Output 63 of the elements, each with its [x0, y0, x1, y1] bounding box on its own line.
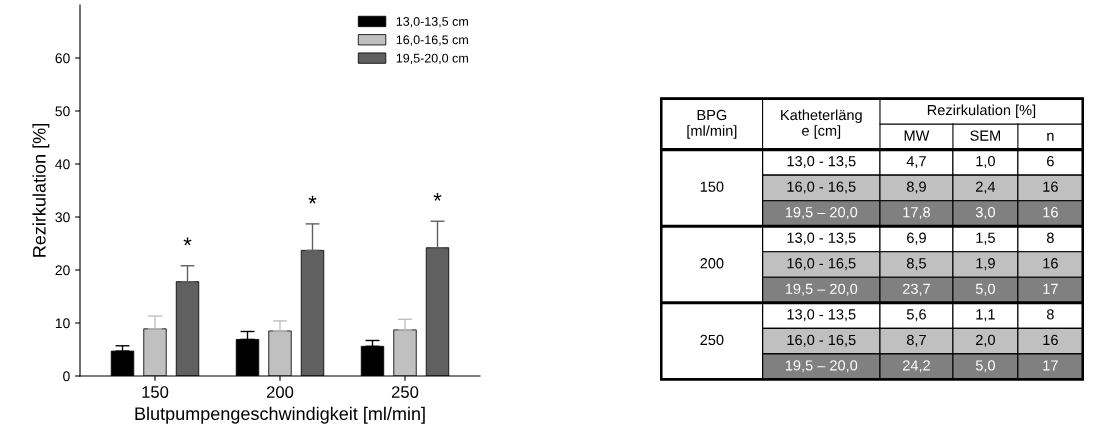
- x-tick-label: 150: [142, 386, 169, 398]
- y-tick-label: 10: [55, 318, 70, 329]
- text: 8: [1046, 232, 1054, 243]
- legend-label: 16,0-16,5 cm: [396, 35, 468, 46]
- category-label: SEM: [970, 130, 1001, 141]
- text: 19,5 – 20,0: [785, 207, 858, 220]
- category-label: 250: [700, 334, 724, 346]
- x-tick-label: 200: [266, 386, 294, 398]
- category-label: MW: [904, 130, 930, 141]
- text: 8,9: [906, 181, 926, 194]
- text: 19,5 – 20,0: [785, 360, 858, 373]
- text: 1,0: [976, 155, 995, 169]
- x-axis-title: Blutpumpengeschwindigkeit [ml/min]: [135, 406, 425, 424]
- text: 5,0: [975, 283, 995, 296]
- text: 16,0 - 16,5: [787, 258, 856, 271]
- text: 16,0 - 16,5: [787, 181, 856, 194]
- y-axis-title: Rezirkulation [%]: [32, 124, 50, 257]
- category-label: BPG [ml/min]: [687, 109, 737, 139]
- legend-label: 13,0-13,5 cm: [396, 17, 468, 28]
- text: 19,5 – 20,0: [785, 283, 858, 296]
- text: 8,5: [906, 258, 926, 271]
- y-tick-label: 60: [55, 53, 70, 64]
- y-tick-label: 40: [55, 159, 70, 170]
- text: 16: [1043, 181, 1058, 192]
- text: 17: [1043, 283, 1058, 294]
- text: 8: [1046, 309, 1054, 320]
- text: 8,7: [906, 334, 926, 347]
- category-label: 150: [700, 181, 724, 192]
- y-tick-label: 50: [55, 106, 70, 117]
- text: 17: [1043, 360, 1058, 371]
- text: 16: [1043, 258, 1058, 269]
- text: 23,7: [902, 283, 930, 296]
- annotation: *: [308, 195, 317, 204]
- text: 4,7: [906, 156, 926, 169]
- text: 3,0: [975, 207, 995, 220]
- text: 13,0 - 13,5: [787, 155, 856, 169]
- text: 6: [1047, 155, 1054, 167]
- text: 1,1: [976, 309, 995, 322]
- text: 5,6: [906, 309, 926, 322]
- text: 13,0 - 13,5: [787, 309, 856, 322]
- text: 1,9: [976, 258, 995, 271]
- text: 6,9: [907, 232, 926, 245]
- category-label: 200: [700, 258, 724, 269]
- text: 16: [1043, 207, 1058, 218]
- x-tick-label: 250: [391, 386, 419, 398]
- y-tick-label: 0: [63, 371, 70, 382]
- text: 2,0: [976, 334, 995, 347]
- y-tick-label: 30: [55, 212, 70, 223]
- category-label: n: [1047, 132, 1054, 141]
- text: 13,0 - 13,5: [787, 232, 856, 245]
- y-tick-label: 20: [55, 265, 70, 276]
- text: 17,8: [903, 207, 931, 220]
- annotation: *: [183, 237, 192, 246]
- text: 16: [1043, 334, 1058, 346]
- text: 5,0: [975, 360, 995, 373]
- legend-label: 19,5-20,0 cm: [396, 53, 468, 65]
- text: 1,5: [976, 232, 995, 245]
- text: 24,2: [902, 360, 930, 373]
- text: Rezirkulation [%]: [927, 104, 1036, 119]
- category-label: Katheterläng e [cm]: [781, 109, 862, 139]
- text: 16,0 - 16,5: [787, 334, 856, 347]
- text: 2,4: [976, 181, 996, 194]
- annotation: *: [433, 193, 442, 201]
